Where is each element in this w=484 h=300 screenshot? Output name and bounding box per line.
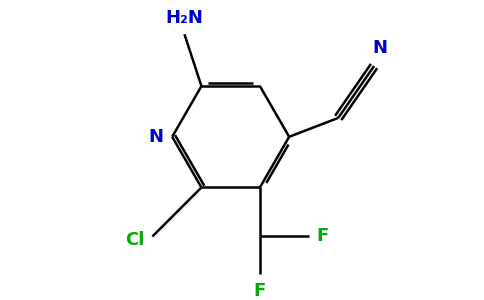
Text: N: N [372, 39, 387, 57]
Text: N: N [149, 128, 164, 146]
Text: F: F [317, 227, 329, 245]
Text: H₂N: H₂N [166, 9, 203, 27]
Text: F: F [254, 282, 266, 300]
Text: Cl: Cl [125, 231, 145, 249]
